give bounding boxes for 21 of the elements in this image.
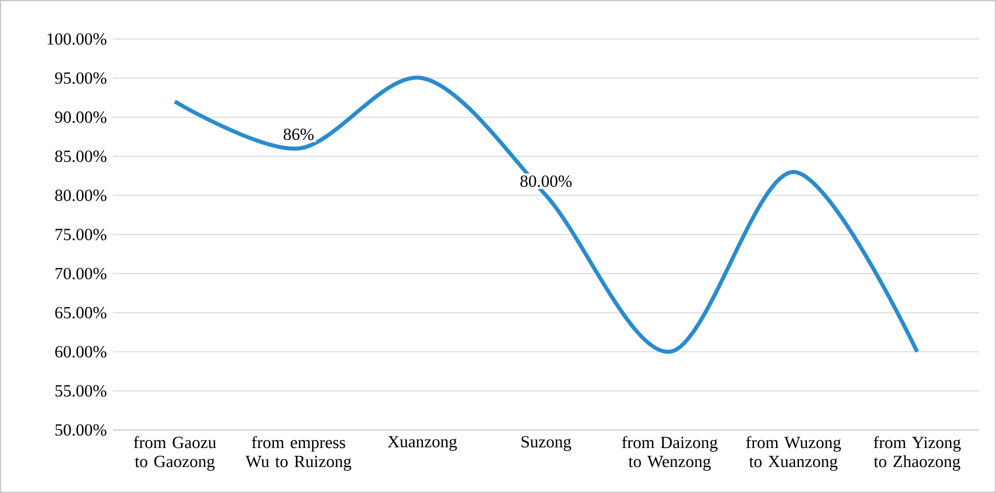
y-tick-label: 60.00%	[55, 346, 106, 358]
y-tick-label: 70.00%	[56, 268, 106, 280]
y-tick-label: 75.00%	[56, 228, 106, 240]
y-tick-label: 55.00%	[56, 385, 106, 397]
x-tick-label: from empress Wu to Ruizong	[246, 436, 352, 471]
data-label: 86%	[284, 128, 314, 140]
x-tick-label: Suzong	[522, 436, 572, 451]
x-tick-label: from Daizong to Wenzong	[622, 436, 718, 471]
y-tick-label: 90.00%	[55, 111, 106, 123]
y-tick-label: 95.00%	[55, 72, 106, 84]
x-tick-label: from Wuzong to Xuanzong	[746, 436, 841, 471]
x-tick-label: from Yizong to Zhaozong	[874, 436, 961, 471]
y-tick-label: 50.00%	[56, 424, 106, 436]
x-tick-label: Xuanzong	[388, 436, 457, 451]
y-tick-label: 85.00%	[55, 150, 106, 162]
y-tick-label: 80.00%	[55, 190, 106, 202]
line-series	[172, 76, 920, 354]
y-tick-label: 65.00%	[55, 306, 106, 318]
x-tick-label: from Gaozu to Gaozong	[134, 436, 216, 471]
data-label: 80.00%	[520, 175, 572, 188]
y-tick-label: 100.00%	[48, 33, 106, 45]
